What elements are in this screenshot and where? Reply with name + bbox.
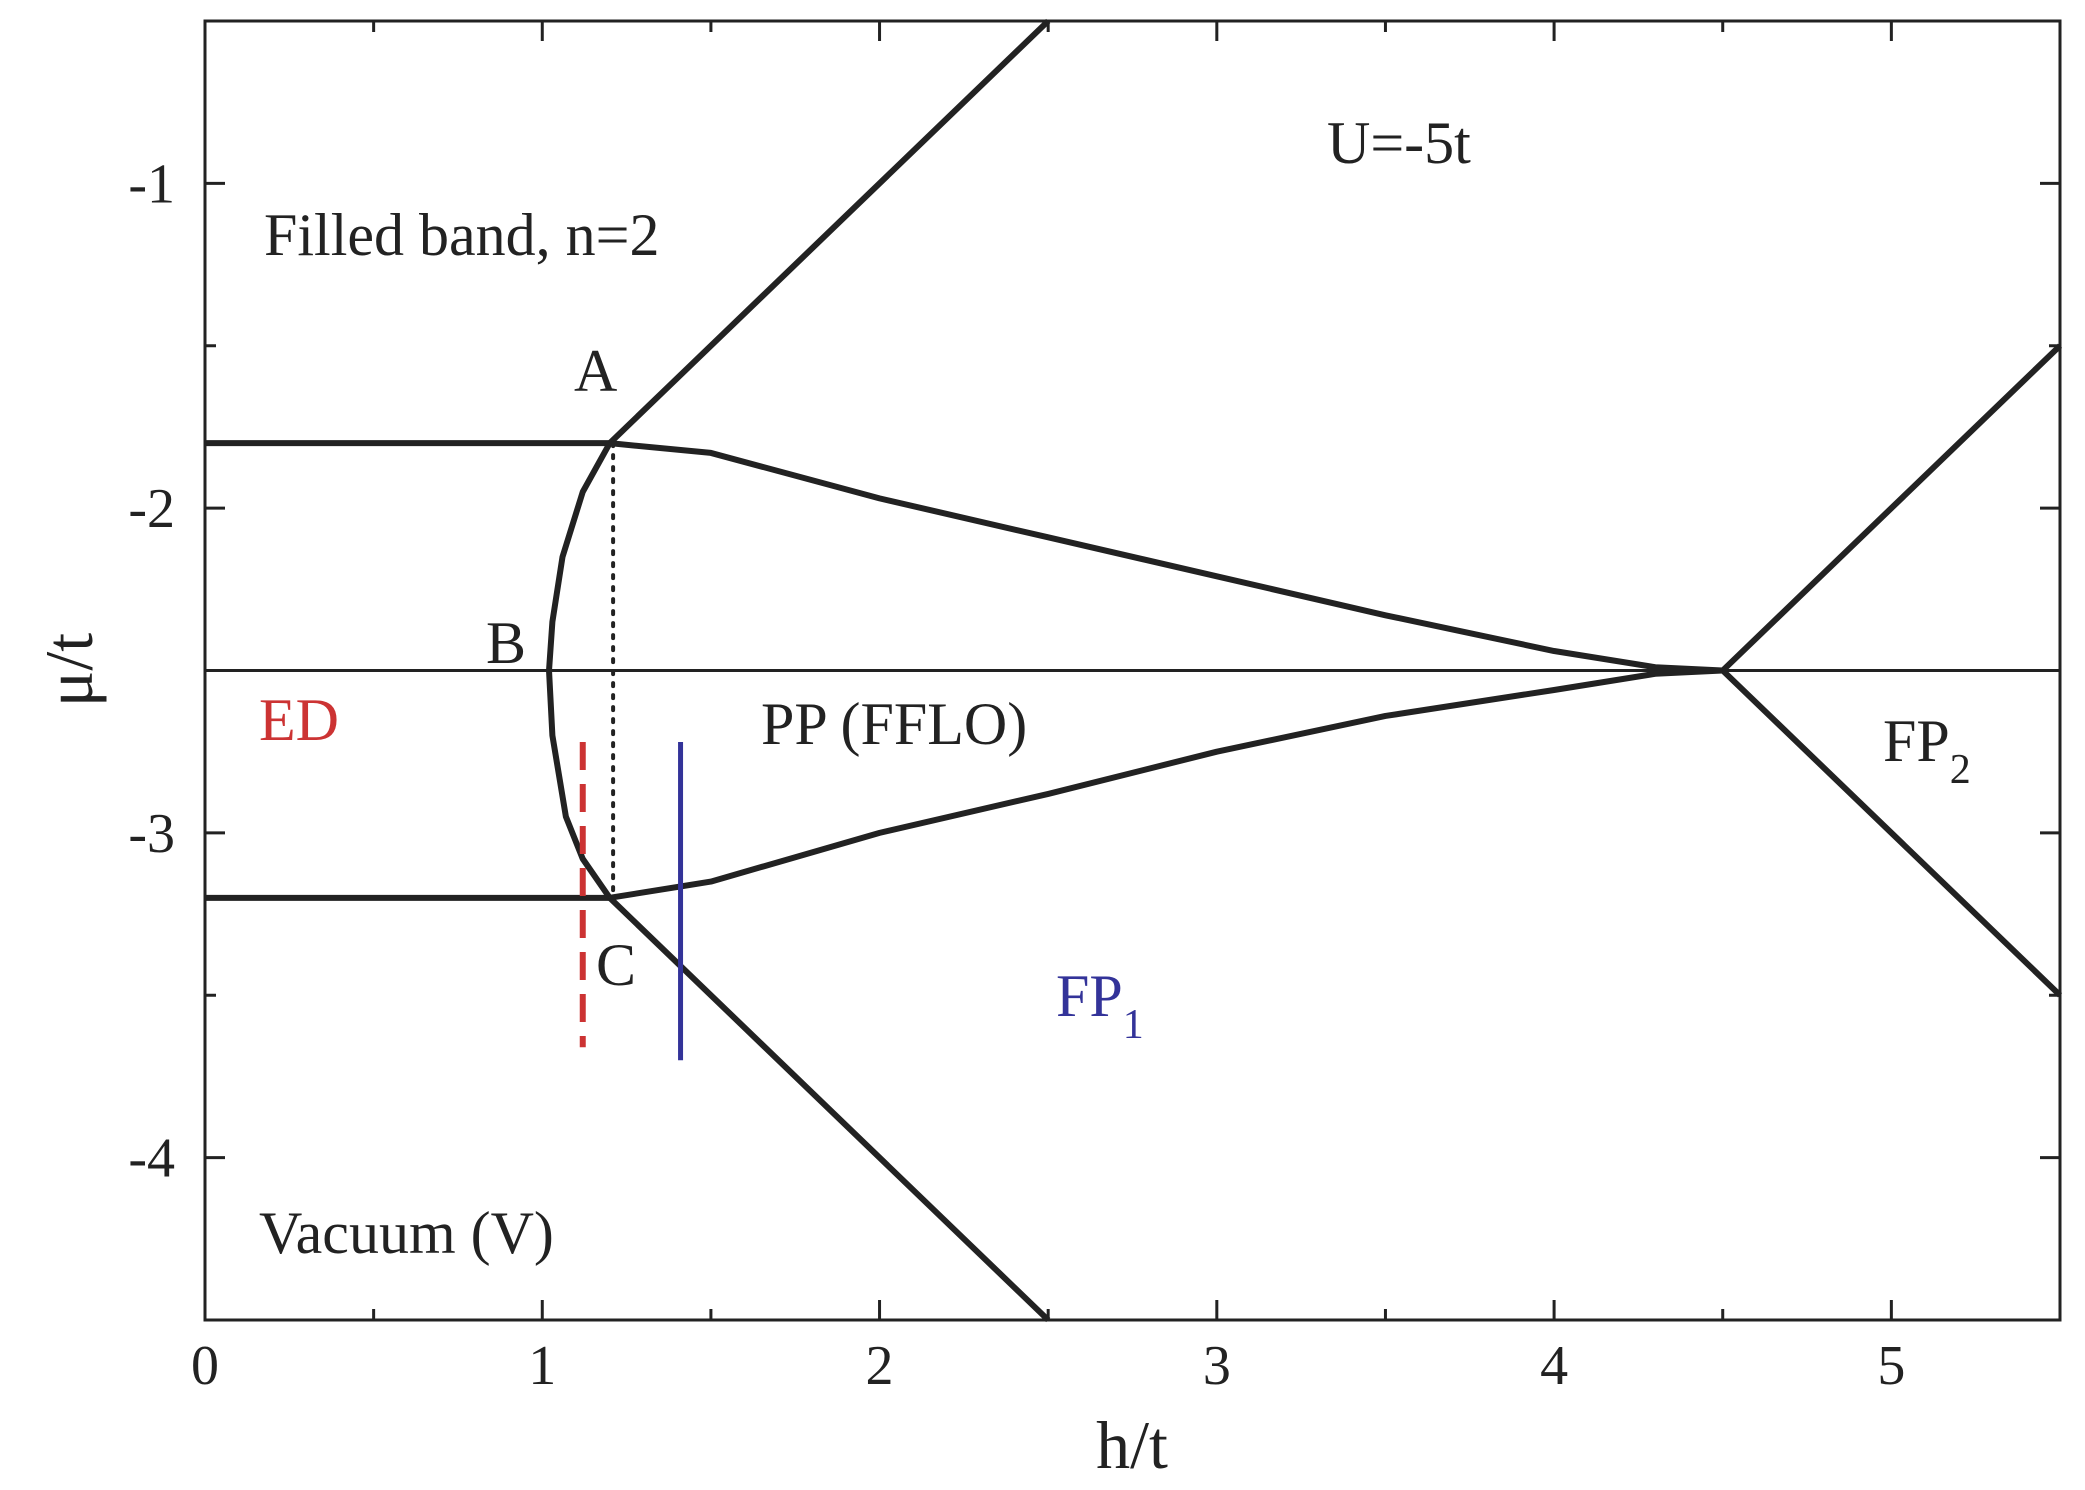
annotation: A: [574, 338, 617, 404]
x-tick-label: 5: [1877, 1335, 1905, 1397]
y-tick-label: -4: [128, 1128, 175, 1190]
annotation-text: B: [486, 610, 526, 676]
y-axis-label: μ/t: [31, 633, 107, 707]
annotation: U=-5t: [1327, 110, 1471, 176]
y-tick-label: -3: [128, 803, 175, 865]
annotation: PP (FFLO): [761, 691, 1027, 757]
phase-boundary: [546, 441, 613, 900]
annotation-text: Vacuum (V): [259, 1200, 554, 1266]
phase-boundary: [607, 895, 1051, 1323]
annotation-subscript: 1: [1123, 1002, 1144, 1048]
annotation-text: Filled band, n=2: [264, 202, 659, 268]
annotation-text: A: [574, 338, 617, 404]
phase-boundary: [1720, 668, 2063, 998]
annotation-text: ED: [259, 687, 339, 753]
phase-boundary: [609, 440, 1723, 674]
annotation-text: C: [596, 932, 636, 998]
annotation: FP1: [1056, 963, 1144, 1048]
phase-boundary: [609, 667, 1723, 901]
annotation: C: [596, 932, 636, 998]
phase-boundary: [1720, 343, 2063, 673]
annotation-subscript: 2: [1950, 747, 1971, 793]
annotation-text: FP: [1883, 708, 1950, 774]
annotation: B: [486, 610, 526, 676]
x-axis-label: h/t: [1096, 1407, 1168, 1483]
x-tick-label: 1: [528, 1335, 556, 1397]
y-tick-label: -1: [128, 153, 175, 215]
phase-boundary: [607, 18, 1051, 446]
annotation-text: U=-5t: [1327, 110, 1471, 176]
annotation: FP2: [1883, 708, 1971, 793]
annotation: ED: [259, 687, 339, 753]
x-tick-label: 0: [191, 1335, 219, 1397]
x-tick-label: 2: [866, 1335, 894, 1397]
annotation: Vacuum (V): [259, 1200, 554, 1266]
x-tick-label: 3: [1203, 1335, 1231, 1397]
annotation-text: PP (FFLO): [761, 691, 1027, 757]
annotation: Filled band, n=2: [264, 202, 659, 268]
y-tick-label: -2: [128, 478, 175, 540]
x-tick-label: 4: [1540, 1335, 1568, 1397]
annotation-text: FP: [1056, 963, 1123, 1029]
